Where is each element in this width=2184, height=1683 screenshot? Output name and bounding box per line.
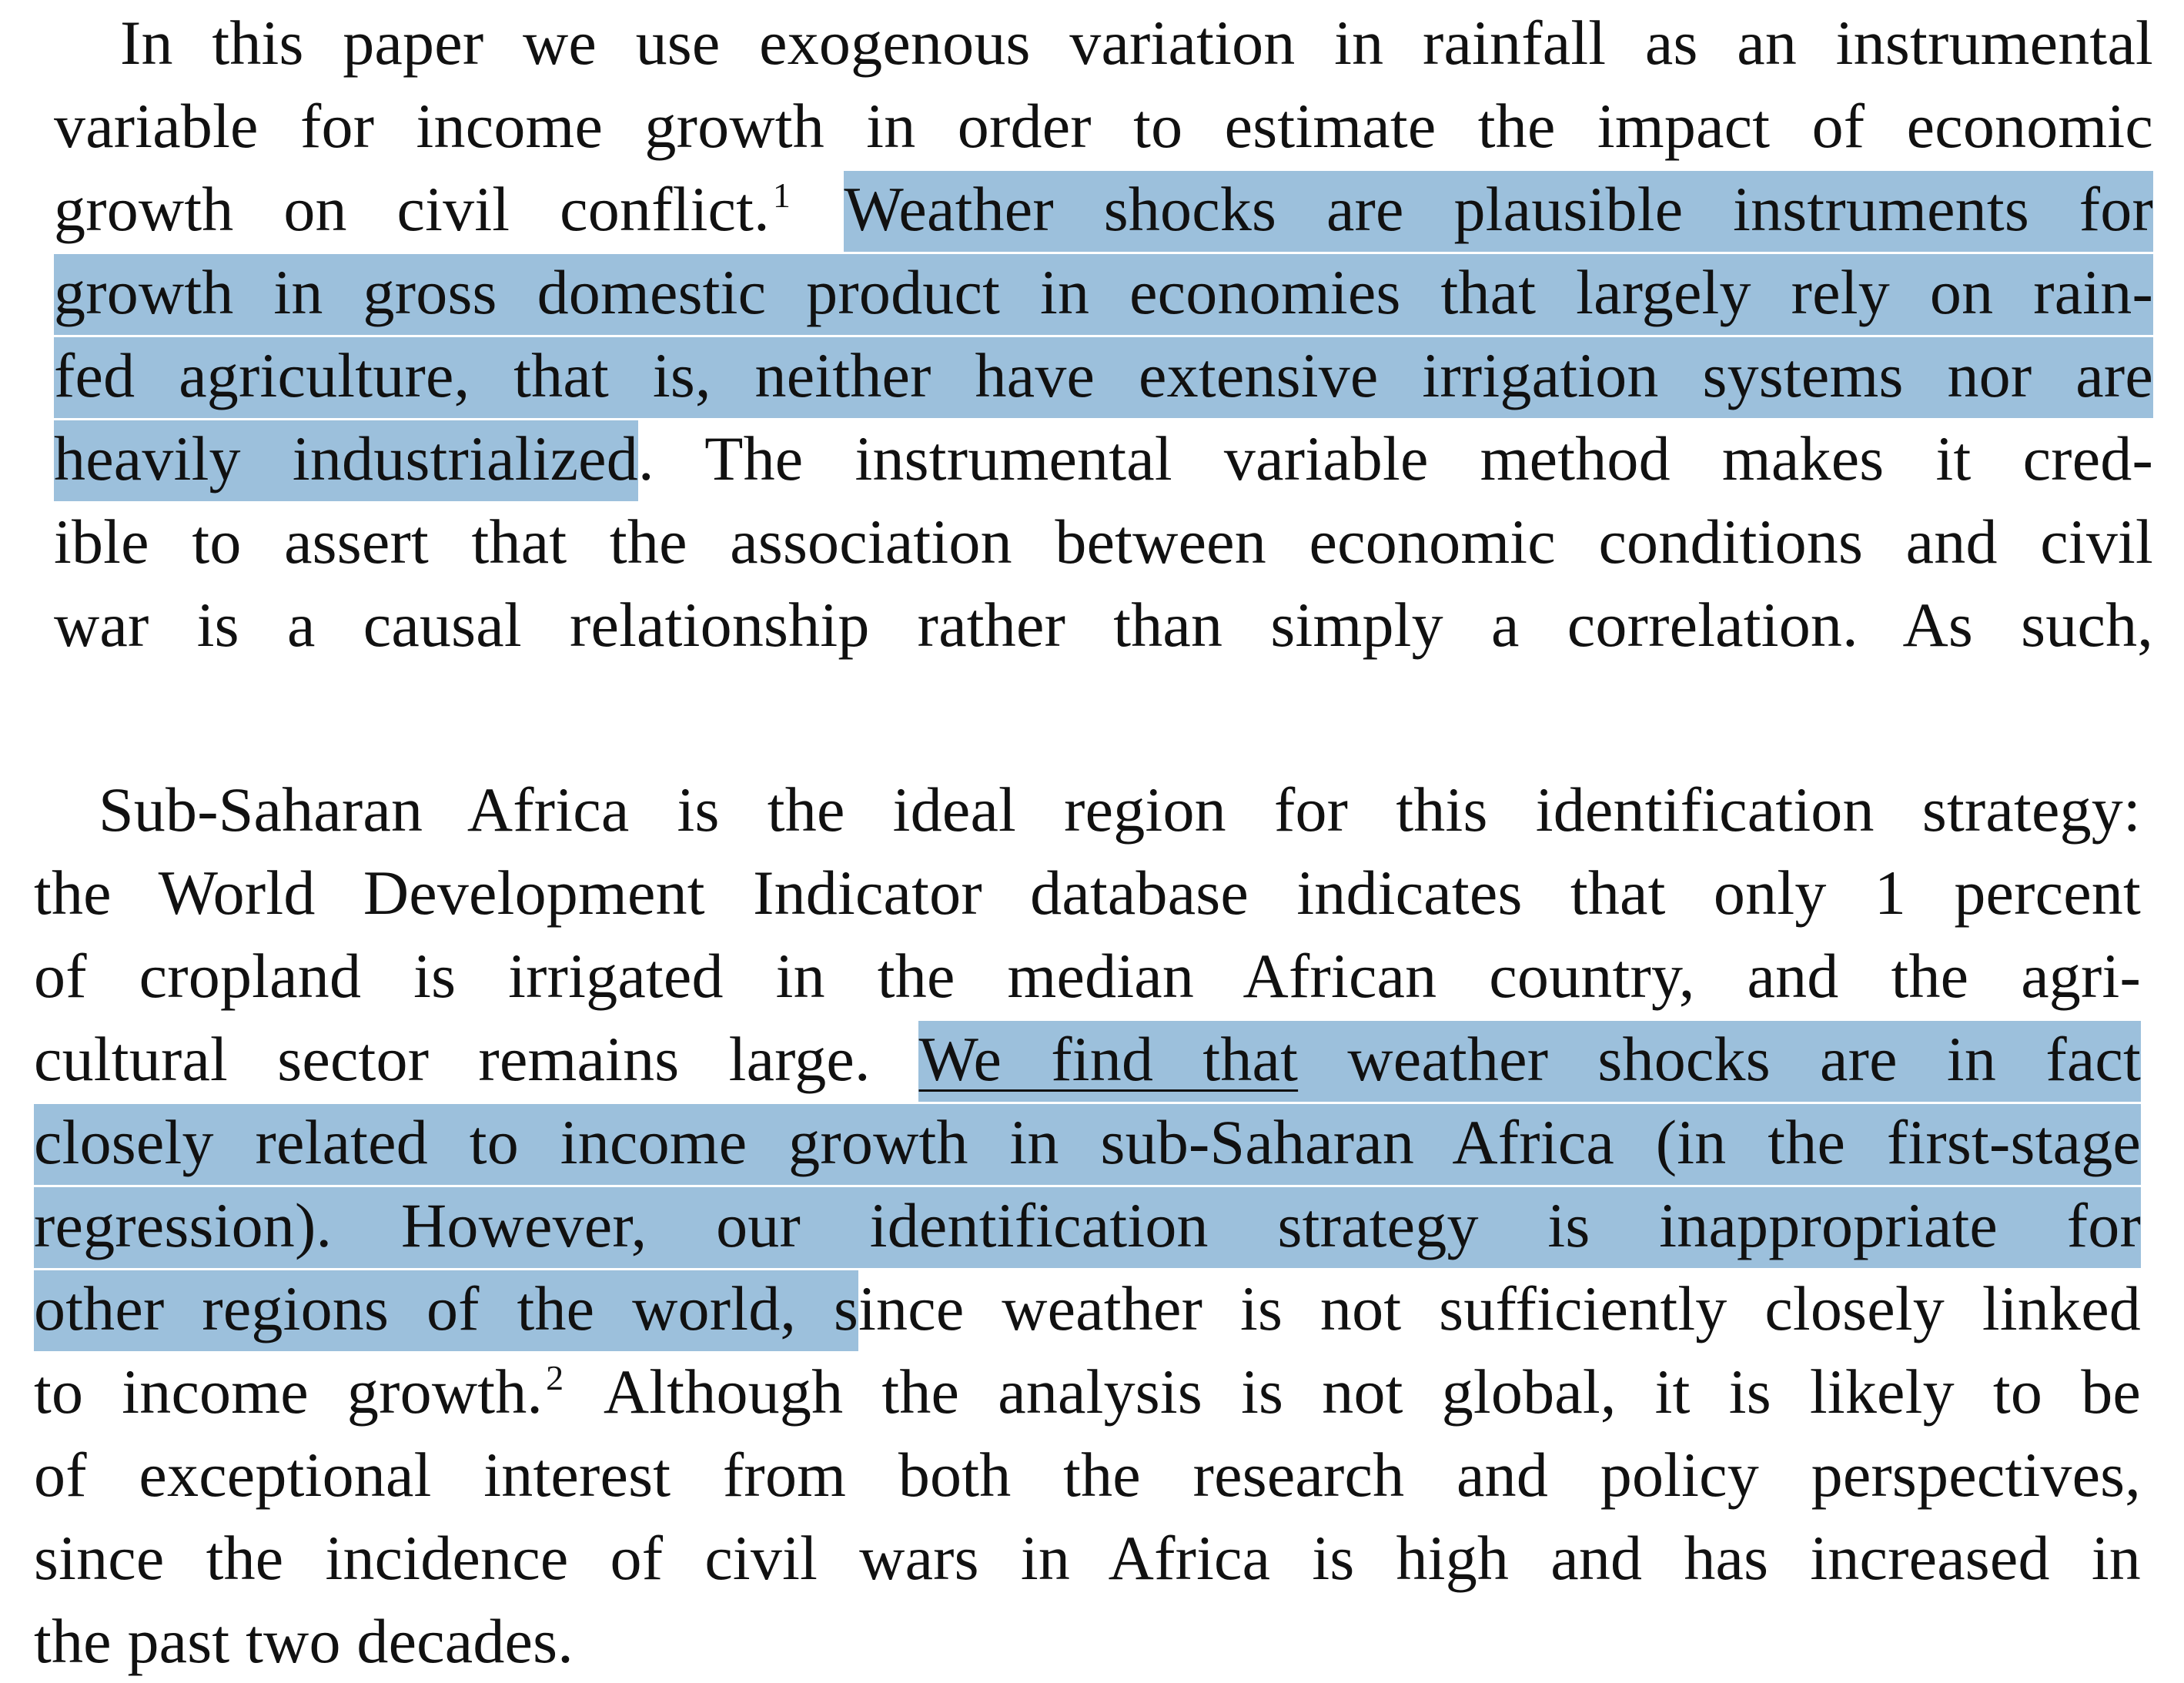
footnote-marker-2[interactable]: 2 (546, 1358, 564, 1397)
p2-line-10: since the incidence of civil wars in Afr… (34, 1523, 2141, 1593)
paragraph-2: Sub-Saharan Africa is the ideal region f… (34, 768, 2141, 1683)
highlight-1a[interactable]: Weather shocks are plausible instruments… (844, 171, 2153, 252)
highlight-1b[interactable]: growth in gross domestic product in econ… (54, 254, 2153, 335)
paragraph-1: In this paper we use exogenous variation… (54, 2, 2153, 667)
p2-line-5: closely related to income growth in sub-… (34, 1101, 2141, 1185)
p2-line-11: the past two decades. (34, 1606, 574, 1676)
p2-line-8: to income growth.2 Although the analysis… (34, 1357, 2141, 1427)
p1-line-4: growth in gross domestic product in econ… (54, 251, 2153, 335)
p1-line-6: heavily industrialized. The instrumental… (54, 417, 2153, 501)
p2-line-7: other regions of the world, since weathe… (34, 1267, 2141, 1351)
p2-line-4: cultural sector remains large. We find t… (34, 1018, 2141, 1102)
p1-line-5: fed agriculture, that is, neither have e… (54, 334, 2153, 418)
highlight-2c[interactable]: regression). However, our identification… (34, 1187, 2141, 1268)
p2-line-6: regression). However, our identification… (34, 1184, 2141, 1268)
p2-line-2: the World Development Indicator database… (34, 858, 2141, 928)
p2-line-9: of exceptional interest from both the re… (34, 1440, 2141, 1510)
p1-line-1: In this paper we use exogenous variation… (120, 8, 2153, 78)
p1-line-3: growth on civil conflict.1 Weather shock… (54, 168, 2153, 252)
highlight-2d[interactable]: other regions of the world, s (34, 1270, 859, 1351)
highlight-2a[interactable]: We find that weather shocks are in fact (918, 1021, 2141, 1102)
p2-line-3: of cropland is irrigated in the median A… (34, 941, 2141, 1011)
footnote-marker-1[interactable]: 1 (772, 176, 791, 215)
highlight-1c[interactable]: fed agriculture, that is, neither have e… (54, 337, 2153, 418)
highlight-2b[interactable]: closely related to income growth in sub-… (34, 1104, 2141, 1185)
p1-line-7: ible to assert that the association betw… (54, 507, 2153, 577)
underlined-phrase: We find that (918, 1024, 1299, 1094)
highlight-1d[interactable]: heavily industrialized (54, 420, 638, 501)
p1-line-8: war is a causal relationship rather than… (54, 590, 2153, 660)
p1-line-2: variable for income growth in order to e… (54, 91, 2153, 161)
p2-line-1: Sub-Saharan Africa is the ideal region f… (99, 775, 2141, 845)
